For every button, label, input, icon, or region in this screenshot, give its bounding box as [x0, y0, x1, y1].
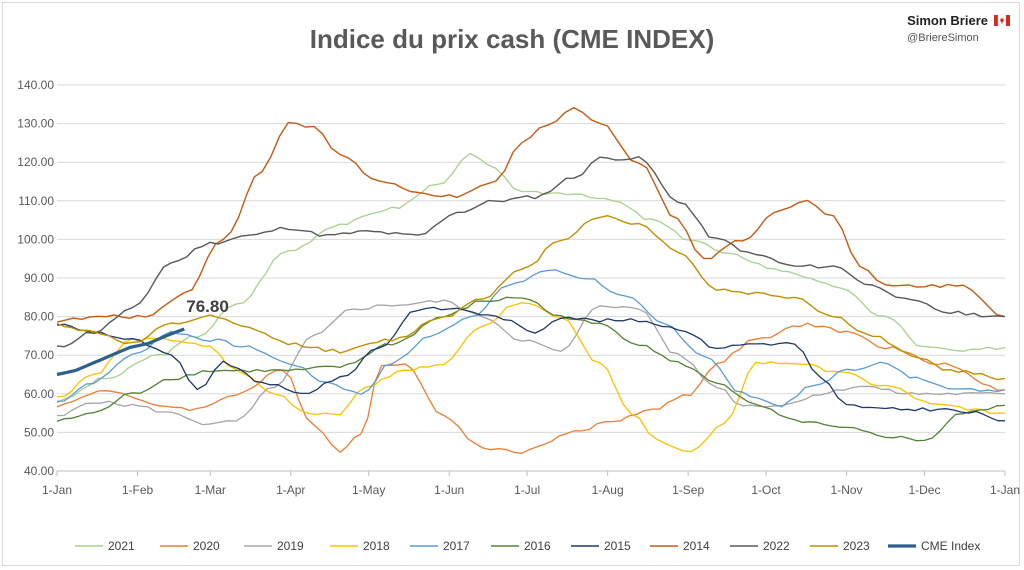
series-line-2014 — [56, 107, 1006, 323]
legend-label: 2015 — [604, 539, 631, 553]
x-tick-label: 1-Aug — [592, 483, 624, 497]
x-tick-label: 1-May — [352, 483, 385, 497]
x-tick-label: 1-Sep — [672, 483, 704, 497]
x-tick-label: 1-Nov — [831, 483, 863, 497]
series-line-2017 — [56, 269, 1006, 408]
legend-item: 2023 — [810, 539, 870, 553]
brand-handle: @BriereSimon — [907, 32, 979, 44]
series-group — [56, 107, 1006, 454]
chart-title: Indice du prix cash (CME INDEX) — [309, 24, 715, 54]
series-line-2019 — [56, 299, 1006, 426]
x-tick-label: 1-Jun — [434, 483, 464, 497]
y-tick-label: 50.00 — [24, 425, 54, 439]
series-line-2022 — [56, 156, 1006, 348]
legend-label: CME Index — [921, 539, 980, 553]
legend-item: 2022 — [730, 539, 790, 553]
legend-label: 2014 — [683, 539, 710, 553]
legend-item: 2021 — [75, 539, 135, 553]
y-axis: 40.00 50.00 60.00 70.00 80.00 90.00 100.00 110.… — [17, 78, 54, 478]
canada-flag-icon — [994, 15, 1010, 26]
x-tick-label: 1-Mar — [195, 483, 226, 497]
legend-item: 2014 — [650, 539, 710, 553]
series-line-2020 — [56, 322, 1006, 454]
legend-label: 2020 — [193, 539, 220, 553]
legend-item: 2020 — [160, 539, 220, 553]
legend-item: 2015 — [571, 539, 631, 553]
y-tick-label: 120.00 — [17, 155, 54, 169]
legend-item: CME Index — [888, 539, 980, 553]
annotation-group: 76.80 — [186, 297, 229, 316]
x-tick-label: 1-Oct — [751, 483, 781, 497]
legend-item: 2019 — [244, 539, 304, 553]
y-tick-label: 100.00 — [17, 232, 54, 246]
brand-block: Simon Briere @BriereSimon — [907, 12, 1010, 44]
x-tick-label: 1-Jul — [514, 483, 540, 497]
legend-item: 2017 — [410, 539, 470, 553]
series-line-2021 — [56, 152, 1006, 404]
y-tick-label: 60.00 — [24, 387, 54, 401]
annotation-label: 76.80 — [186, 297, 229, 316]
y-tick-label: 110.00 — [18, 194, 54, 208]
legend-label: 2016 — [524, 539, 551, 553]
legend: 2021 2020 2019 2018 2017 2016 2015 2014 2022 2023… — [75, 539, 980, 553]
y-tick-label: 70.00 — [24, 348, 54, 362]
brand-name: Simon Briere — [907, 13, 988, 28]
legend-item: 2018 — [330, 539, 390, 553]
x-axis: 1-Jan 1-Feb 1-Mar 1-Apr 1-May 1-Jun 1-Jul 1-Aug… — [42, 470, 1020, 497]
y-tick-label: 90.00 — [24, 271, 54, 285]
legend-label: 2017 — [443, 539, 470, 553]
series-line-2023 — [56, 215, 1006, 381]
y-tick-label: 140.00 — [17, 78, 54, 92]
series-line-2018 — [56, 302, 1006, 453]
x-tick-label: 1-Jan — [42, 483, 72, 497]
legend-label: 2019 — [277, 539, 304, 553]
y-tick-label: 80.00 — [24, 310, 54, 324]
y-tick-label: 130.00 — [17, 117, 54, 131]
y-tick-label: 40.00 — [24, 464, 54, 478]
legend-item: 2016 — [491, 539, 551, 553]
legend-label: 2023 — [843, 539, 870, 553]
x-tick-label: 1-Apr — [276, 483, 305, 497]
legend-label: 2022 — [763, 539, 790, 553]
series-line-2015 — [56, 306, 1006, 422]
x-tick-label: 1-Jan — [990, 483, 1020, 497]
series-line-cme-index — [56, 327, 185, 377]
legend-label: 2021 — [108, 539, 135, 553]
legend-label: 2018 — [363, 539, 390, 553]
x-tick-label: 1-Feb — [122, 483, 154, 497]
x-tick-label: 1-Dec — [908, 483, 940, 497]
